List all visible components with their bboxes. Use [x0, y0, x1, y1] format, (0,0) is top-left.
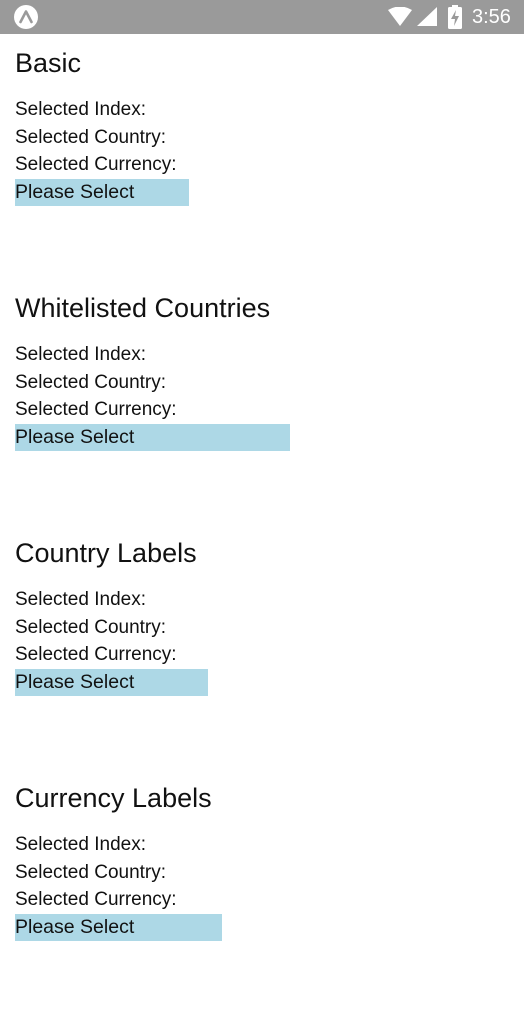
expo-a-icon [14, 5, 38, 29]
section-title: Country Labels [15, 538, 197, 568]
selected-country-label: Selected Country: [15, 616, 167, 638]
selected-index-label: Selected Index: [15, 344, 146, 365]
selected-country-label: Selected Country: [15, 371, 167, 393]
section-title: Whitelisted Countries [15, 293, 271, 323]
selected-country-label: Selected Country: [15, 126, 167, 148]
selected-currency-label: Selected Currency: [15, 889, 177, 910]
main-content: Basic Selected Index: Selected Country: … [15, 34, 515, 1014]
status-bar: 3:56 [0, 0, 524, 34]
country-picker-button[interactable]: Please Select [15, 913, 222, 941]
section-whitelisted-countries: Whitelisted Countries Selected Index: Se… [15, 279, 515, 524]
section-currency-labels: Currency Labels Selected Index: Selected… [15, 769, 515, 1014]
status-bar-time: 3:56 [472, 6, 511, 28]
section-country-labels: Country Labels Selected Index: Selected … [15, 524, 515, 769]
selected-index-label: Selected Index: [15, 99, 146, 120]
selected-currency-label: Selected Currency: [15, 644, 177, 665]
battery-charging-icon [448, 5, 462, 34]
selected-index-label: Selected Index: [15, 589, 146, 610]
country-picker-button[interactable]: Please Select [15, 178, 189, 206]
selected-country-label: Selected Country: [15, 861, 167, 883]
selected-index-label: Selected Index: [15, 834, 146, 855]
section-title: Basic [15, 48, 82, 78]
section-basic: Basic Selected Index: Selected Country: … [15, 34, 515, 279]
wifi-icon [388, 6, 412, 32]
country-picker-button[interactable]: Please Select [15, 668, 208, 696]
selected-currency-label: Selected Currency: [15, 154, 177, 175]
selected-currency-label: Selected Currency: [15, 399, 177, 420]
cell-signal-icon [416, 7, 438, 32]
country-picker-button[interactable]: Please Select [15, 423, 290, 451]
section-title: Currency Labels [15, 783, 212, 813]
